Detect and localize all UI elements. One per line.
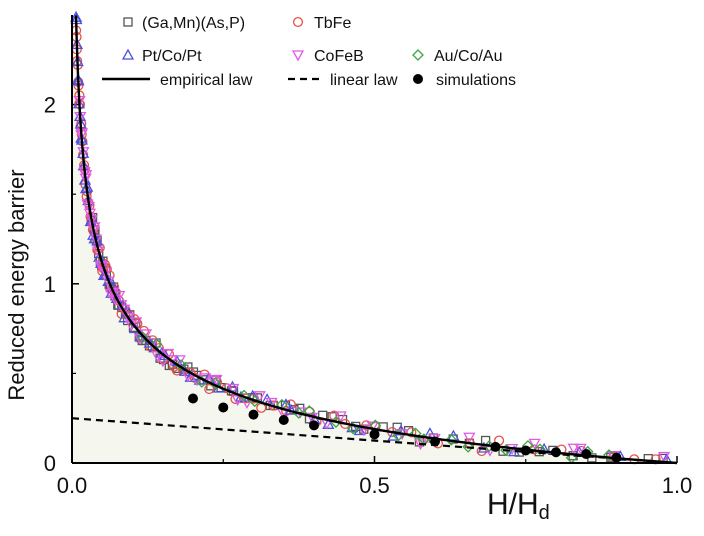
legend-swatch [123,17,133,27]
data-point [99,269,112,281]
data-point [462,440,475,453]
data-point [445,433,458,446]
data-point [387,429,400,441]
data-point [480,435,491,446]
data-point [156,356,169,368]
legend-swatch [413,74,423,84]
simulation-point [490,441,501,452]
simulation-point [551,447,561,458]
x-tick-label: 0.0 [57,473,88,498]
axes [71,15,677,464]
data-point [329,410,340,421]
data-point [658,451,671,463]
legend-item: TbFe [292,15,351,32]
law-curves [71,15,678,465]
data-point [567,443,580,455]
y-axis-label: Reduced energy barrier [4,169,29,400]
x-tick-label: 1.0 [662,473,693,498]
data-point [139,329,153,341]
legend-item: empirical law [102,72,253,89]
x-axis-label: H/Hd [487,488,550,524]
data-point [94,257,108,269]
data-point [357,425,370,437]
shaded-region [72,15,677,463]
legend-swatch [412,49,424,61]
data-point [80,170,93,182]
data-point [409,427,422,440]
data-point [175,359,187,371]
data-point [231,395,244,407]
y-tick-label: 0 [44,451,56,476]
data-point [574,443,587,455]
data-point [334,411,347,423]
legend-item: Pt/Co/Pt [121,48,202,65]
simulation-point [430,436,440,447]
data-point [322,417,335,429]
data-point [151,351,164,363]
data-point [253,391,266,403]
data-point [99,267,112,279]
legend-item: CoFeB [291,48,364,65]
empirical-law-line [74,15,678,465]
shaded-area [72,15,677,463]
legend-label: Pt/Co/Pt [142,48,202,65]
data-point [107,287,120,299]
data-point [90,234,103,246]
data-point [130,317,143,329]
data-point [104,289,117,301]
data-point [265,397,278,409]
data-point [603,449,615,461]
legend-swatch [121,48,135,60]
simulation-point [611,452,622,463]
data-point [238,389,251,402]
x-axis-label-subscript: d [539,502,550,524]
simulation-point [369,429,380,440]
legend-label: TbFe [314,15,351,32]
tick-labels: 0.0 0.5 1.0 0 1 2 [44,93,693,498]
data-point [207,375,220,387]
legend-label: empirical law [160,72,253,89]
data-point [136,331,149,344]
legend-item: Au/Co/Au [412,48,502,65]
legend-item: (Ga,Mn)(As,P) [123,15,245,32]
data-point [463,432,476,444]
legend-label: (Ga,Mn)(As,P) [142,15,245,32]
legend-item: linear law [288,72,398,89]
simulation-point [309,420,319,431]
data-point [204,384,215,395]
legend-swatch [292,16,304,28]
legend-item: simulations [413,72,516,89]
simulation-point [520,445,531,456]
y-tick-label: 2 [44,93,56,118]
legend: (Ga,Mn)(As,P) TbFe Pt/Co/Pt CoFeB Au/Co/Au em… [102,15,516,89]
simulation-point [278,414,289,425]
simulation-points [188,393,622,463]
data-point [533,443,546,456]
data-point [88,232,101,244]
y-tick-label: 1 [44,272,56,297]
simulation-point [188,393,198,404]
legend-swatch [291,50,305,62]
data-point [406,427,417,438]
linear-law-line [71,417,678,465]
x-axis-label-main: H/H [487,488,539,521]
simulation-point [248,409,259,420]
simulation-point [218,402,229,413]
x-tick-label: 0.5 [359,473,390,498]
data-point [528,438,541,450]
data-point [227,383,240,395]
legend-label: Au/Co/Au [434,48,502,65]
legend-label: CoFeB [314,48,364,65]
simulation-point [581,449,592,460]
data-point [162,348,175,360]
legend-label: simulations [436,72,516,89]
data-point [209,377,222,390]
legend-label: linear law [330,72,398,89]
